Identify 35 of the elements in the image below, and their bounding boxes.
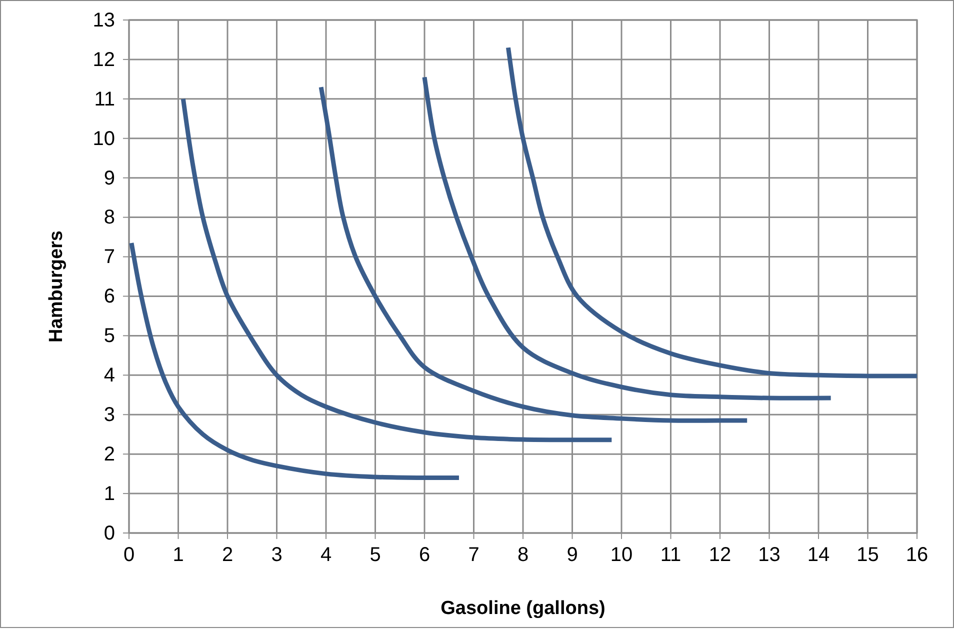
x-tick-label: 15: [856, 544, 879, 566]
x-tick-label: 3: [271, 544, 282, 566]
x-tick-label: 9: [566, 544, 578, 566]
y-tick-label: 0: [104, 522, 115, 544]
x-tick-label: 8: [517, 544, 529, 566]
y-tick-label: 13: [92, 9, 115, 32]
line-series: [318, 84, 750, 423]
x-tick-label: 13: [758, 544, 780, 566]
y-tick-label: 4: [104, 364, 115, 387]
x-tick-label: 5: [370, 544, 381, 566]
line-series: [180, 96, 614, 442]
x-tick-label: 11: [660, 544, 682, 566]
x-tick-label: 14: [807, 544, 830, 566]
y-tick-label: 9: [104, 167, 115, 190]
x-tick-label: 2: [222, 544, 234, 566]
x-tick-label: 7: [468, 544, 480, 566]
x-tick-label: 6: [418, 544, 430, 566]
y-tick-label: 5: [104, 325, 115, 348]
y-tick-label: 1: [104, 482, 115, 505]
x-tick-label: 12: [708, 544, 732, 566]
y-tick-label: 6: [104, 286, 115, 308]
y-tick-label: 12: [92, 48, 115, 71]
y-axis-title: Hamburgers: [46, 230, 67, 342]
x-tick-label: 16: [906, 544, 928, 566]
x-tick-label: 0: [123, 544, 135, 566]
x-axis-title: Gasoline (gallons): [440, 598, 606, 619]
y-tick-label: 8: [104, 206, 115, 229]
y-tick-label: 7: [104, 246, 115, 268]
y-tick-label: 10: [92, 128, 115, 150]
y-tick-label: 3: [104, 404, 115, 426]
y-tick-label: 2: [104, 443, 115, 466]
x-tick-label: 1: [172, 544, 184, 566]
y-tick-label: 11: [94, 88, 115, 110]
x-tick-label: 10: [610, 544, 633, 566]
x-tick-label: 4: [320, 544, 332, 566]
